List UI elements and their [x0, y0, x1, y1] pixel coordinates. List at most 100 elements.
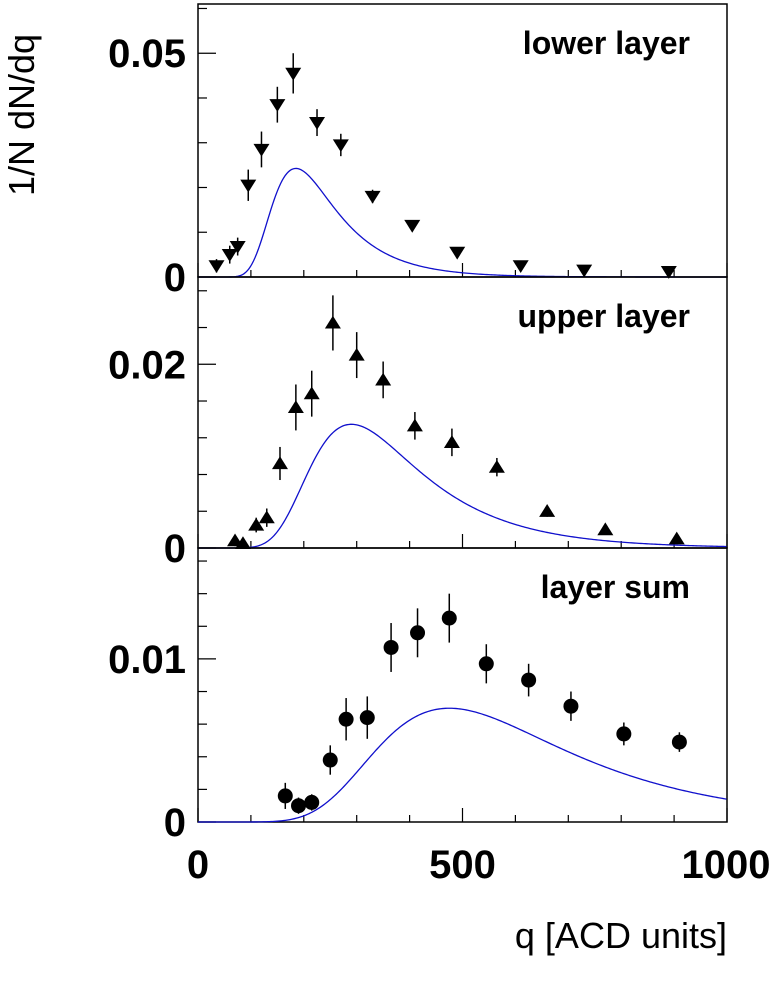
data-point: [240, 169, 257, 201]
point-marker: [539, 504, 556, 517]
point-marker: [309, 116, 326, 130]
y-tick-label: 0: [164, 527, 186, 571]
x-tick-label: 1000: [682, 843, 771, 887]
data-point: [285, 53, 302, 94]
fit-curve: [198, 167, 727, 278]
x-tick-label: 0: [187, 843, 209, 887]
point-marker: [512, 260, 529, 274]
point-marker: [287, 400, 304, 414]
point-marker: [441, 610, 457, 626]
point-marker: [277, 788, 293, 804]
x-axis: 0 500 1000: [187, 843, 771, 887]
data-point: [287, 384, 304, 431]
point-marker: [248, 517, 265, 531]
fit-curve: [198, 707, 727, 823]
data-point: [322, 745, 338, 775]
point-marker: [478, 656, 494, 672]
point-marker: [221, 249, 238, 262]
data-point: [359, 696, 375, 739]
data-point: [332, 133, 349, 157]
point-marker: [404, 219, 421, 233]
data-point: [597, 522, 614, 536]
data-point: [248, 517, 265, 533]
y-tick-label: 0: [164, 256, 186, 300]
point-marker: [375, 372, 392, 386]
point-marker: [616, 726, 632, 742]
data-point: [383, 623, 399, 672]
data-point: [348, 332, 365, 379]
panel-0: 0 0.05 lower layer: [108, 3, 728, 300]
point-marker: [383, 639, 399, 655]
panel-title: layer sum: [541, 569, 690, 605]
data-point: [303, 370, 320, 417]
y-axis-title: 1/N dN/dq: [1, 34, 42, 196]
data-point: [271, 446, 288, 481]
x-tick-label: 500: [429, 843, 496, 887]
point-marker: [332, 139, 349, 153]
point-marker: [253, 143, 270, 157]
data-point: [668, 531, 685, 545]
y-tick-label: 0.02: [108, 343, 186, 387]
point-marker: [671, 734, 687, 750]
point-marker: [303, 386, 320, 400]
data-point: [304, 794, 320, 811]
point-marker: [406, 418, 423, 432]
y-tick-label: 0.05: [108, 32, 186, 76]
data-point: [253, 131, 270, 168]
data-point: [234, 536, 251, 550]
data-point: [410, 608, 426, 658]
point-marker: [285, 67, 302, 81]
point-marker: [269, 99, 286, 112]
panel-2: 0 0.01 layer sum: [108, 547, 728, 845]
data-point: [309, 109, 326, 137]
data-point: [488, 457, 505, 477]
data-point: [616, 722, 632, 746]
data-point: [478, 644, 494, 684]
data-point: [512, 260, 529, 274]
data-point: [229, 237, 246, 256]
point-marker: [576, 264, 593, 278]
data-point: [441, 593, 457, 643]
data-point: [269, 86, 286, 123]
point-marker: [291, 798, 307, 814]
data-point: [671, 732, 687, 752]
point-marker: [668, 531, 685, 545]
point-marker: [443, 435, 460, 448]
point-marker: [338, 711, 354, 727]
point-marker: [364, 190, 381, 204]
data-point: [258, 508, 275, 527]
fit-curve: [198, 423, 727, 549]
x-axis-title: q [ACD units]: [515, 915, 727, 956]
data-point: [291, 797, 307, 814]
data-point: [660, 266, 677, 279]
point-marker: [324, 315, 341, 329]
point-marker: [208, 260, 225, 274]
point-marker: [521, 672, 537, 688]
point-marker: [597, 522, 614, 536]
data-point: [338, 698, 354, 741]
panel-title: upper layer: [517, 298, 690, 334]
point-marker: [563, 698, 579, 714]
point-marker: [304, 794, 320, 810]
data-point: [449, 246, 466, 260]
data-point: [208, 259, 225, 274]
point-marker: [410, 625, 426, 641]
point-marker: [449, 246, 466, 260]
panel-title: lower layer: [523, 25, 690, 61]
data-point: [576, 264, 593, 278]
data-point: [364, 189, 381, 204]
panel-1: 0 0.02 upper layer: [108, 276, 728, 571]
point-marker: [229, 240, 246, 254]
point-marker: [348, 347, 365, 361]
y-tick-label: 0.01: [108, 638, 186, 682]
point-marker: [271, 456, 288, 470]
point-marker: [240, 179, 257, 193]
point-marker: [234, 536, 251, 550]
y-tick-label: 0: [164, 801, 186, 845]
data-point: [277, 782, 293, 809]
point-marker: [660, 266, 677, 279]
data-point: [521, 663, 537, 697]
data-point: [324, 295, 341, 351]
data-point: [404, 219, 421, 233]
